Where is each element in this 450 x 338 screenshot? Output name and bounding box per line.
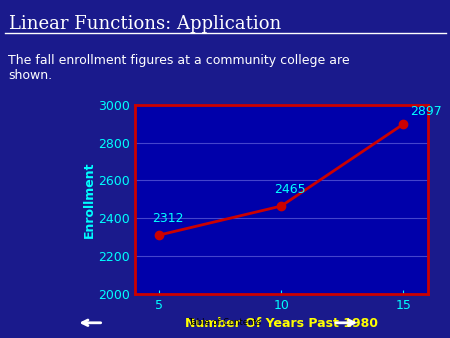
- X-axis label: Number Of Years Past 1980: Number Of Years Past 1980: [185, 317, 378, 331]
- Text: The fall enrollment figures at a community college are
shown.: The fall enrollment figures at a communi…: [8, 54, 350, 82]
- Text: 2465: 2465: [274, 183, 306, 196]
- Y-axis label: Enrollment: Enrollment: [82, 161, 95, 238]
- Text: Table of Contents: Table of Contents: [189, 318, 261, 327]
- Text: 2897: 2897: [410, 105, 442, 118]
- Text: Linear Functions: Application: Linear Functions: Application: [9, 15, 281, 33]
- Text: 2312: 2312: [152, 212, 184, 224]
